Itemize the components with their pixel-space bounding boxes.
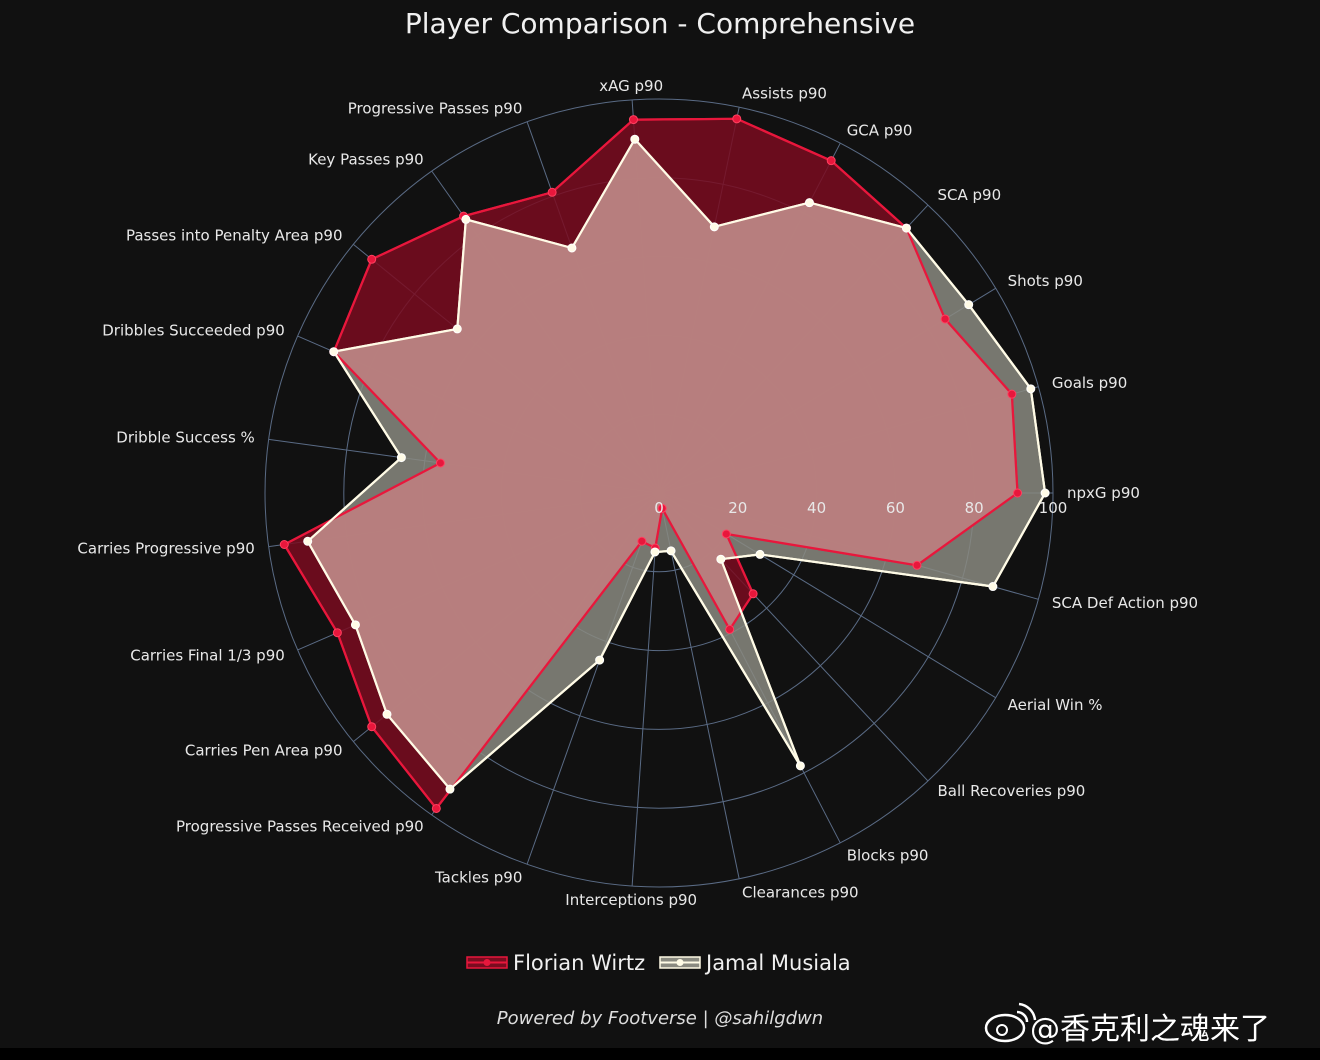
- data-point: [716, 554, 726, 564]
- legend-label: Jamal Musiala: [704, 951, 851, 975]
- data-point: [637, 536, 647, 546]
- axis-label: GCA p90: [847, 122, 913, 140]
- axis-label: Shots p90: [1008, 272, 1083, 290]
- radial-tick-labels: 0 20 40 60 80 100: [654, 499, 1067, 517]
- data-point: [657, 503, 667, 513]
- data-point: [804, 198, 814, 208]
- radial-tick-label: 0: [654, 499, 664, 517]
- axis-label: Aerial Win %: [1008, 696, 1103, 714]
- data-point: [279, 540, 289, 550]
- grid-spoke: [658, 492, 740, 879]
- data-point: [329, 347, 339, 357]
- axis-label: Carries Pen Area p90: [185, 742, 343, 760]
- data-point: [988, 582, 998, 592]
- data-point: [435, 458, 445, 468]
- data-point: [721, 529, 731, 539]
- data-point: [630, 134, 640, 144]
- data-point: [1040, 488, 1050, 498]
- data-point: [445, 784, 455, 794]
- radial-tick-label: 20: [728, 499, 747, 517]
- data-point: [332, 628, 342, 638]
- axis-label: Ball Recoveries p90: [938, 782, 1086, 800]
- axis-labels: npxG p90 Goals p90 Shots p90 SCA p90 GCA p90…: [77, 77, 1198, 909]
- legend-marker: [676, 959, 684, 966]
- axis-label: Progressive Passes Received p90: [176, 817, 424, 835]
- watermark-text: @香克利之魂来了: [1030, 1012, 1270, 1047]
- legend: Florian Wirtz Jamal Musiala: [466, 951, 851, 975]
- axis-label: npxG p90: [1067, 484, 1140, 502]
- data-point: [1013, 488, 1023, 498]
- axis-label: Assists p90: [742, 85, 827, 103]
- data-point: [452, 324, 462, 334]
- data-point: [725, 624, 735, 634]
- axis-label: Tackles p90: [434, 868, 522, 886]
- data-point: [912, 560, 922, 570]
- axis-label: Passes into Penalty Area p90: [126, 227, 343, 245]
- axis-label: SCA p90: [938, 186, 1002, 204]
- credit-text: Powered by Footverse | @sahilgdwn: [497, 1008, 823, 1029]
- data-point: [964, 300, 974, 310]
- axis-label: Progressive Passes p90: [348, 100, 523, 118]
- data-point: [666, 546, 676, 556]
- bottom-bar: [0, 1048, 1320, 1060]
- radial-tick-label: 60: [886, 499, 905, 517]
- axis-label: Dribbles Succeeded p90: [102, 322, 285, 340]
- data-point: [396, 453, 406, 463]
- overlap-area: [307, 139, 1018, 790]
- data-point: [595, 655, 605, 665]
- data-point: [826, 156, 836, 166]
- data-point: [303, 536, 313, 546]
- axis-label: Carries Progressive p90: [77, 540, 254, 558]
- axis-label: Goals p90: [1052, 374, 1127, 392]
- data-point: [461, 214, 471, 224]
- series-outline: [282, 117, 1019, 811]
- axis-label: Clearances p90: [742, 884, 859, 902]
- data-point: [1026, 384, 1036, 394]
- data-point: [628, 115, 638, 125]
- legend-marker: [483, 959, 491, 966]
- axis-label: Interceptions p90: [565, 891, 697, 909]
- data-point: [367, 722, 377, 732]
- weibo-logo-icon: [984, 1002, 1037, 1043]
- legend-label: Florian Wirtz: [513, 951, 645, 975]
- series-outline: [306, 137, 1047, 791]
- chart-title: Player Comparison - Comprehensive: [405, 7, 915, 40]
- data-point: [795, 761, 805, 771]
- data-point: [940, 314, 950, 324]
- data-point: [901, 223, 911, 233]
- radial-tick-label: 40: [807, 499, 826, 517]
- data-point: [709, 222, 719, 232]
- axis-label: Dribble Success %: [116, 428, 255, 446]
- data-point: [367, 254, 377, 264]
- data-point: [755, 549, 765, 559]
- axis-label: Carries Final 1/3 p90: [130, 647, 285, 665]
- data-point: [547, 187, 557, 197]
- data-point: [431, 803, 441, 813]
- radial-tick-label: 100: [1039, 499, 1068, 517]
- axis-label: SCA Def Action p90: [1052, 594, 1198, 612]
- data-point: [350, 620, 360, 630]
- data-point: [732, 114, 742, 124]
- data-point: [567, 243, 577, 253]
- data-point: [748, 589, 758, 599]
- axis-label: Blocks p90: [847, 846, 929, 864]
- axis-label: xAG p90: [599, 77, 663, 95]
- data-point: [650, 547, 660, 557]
- radar-series: [279, 114, 1050, 813]
- grid-spoke: [631, 492, 660, 887]
- axis-label: Key Passes p90: [308, 151, 424, 169]
- data-point: [382, 709, 392, 719]
- radial-tick-label: 80: [965, 499, 984, 517]
- data-point: [1007, 389, 1017, 399]
